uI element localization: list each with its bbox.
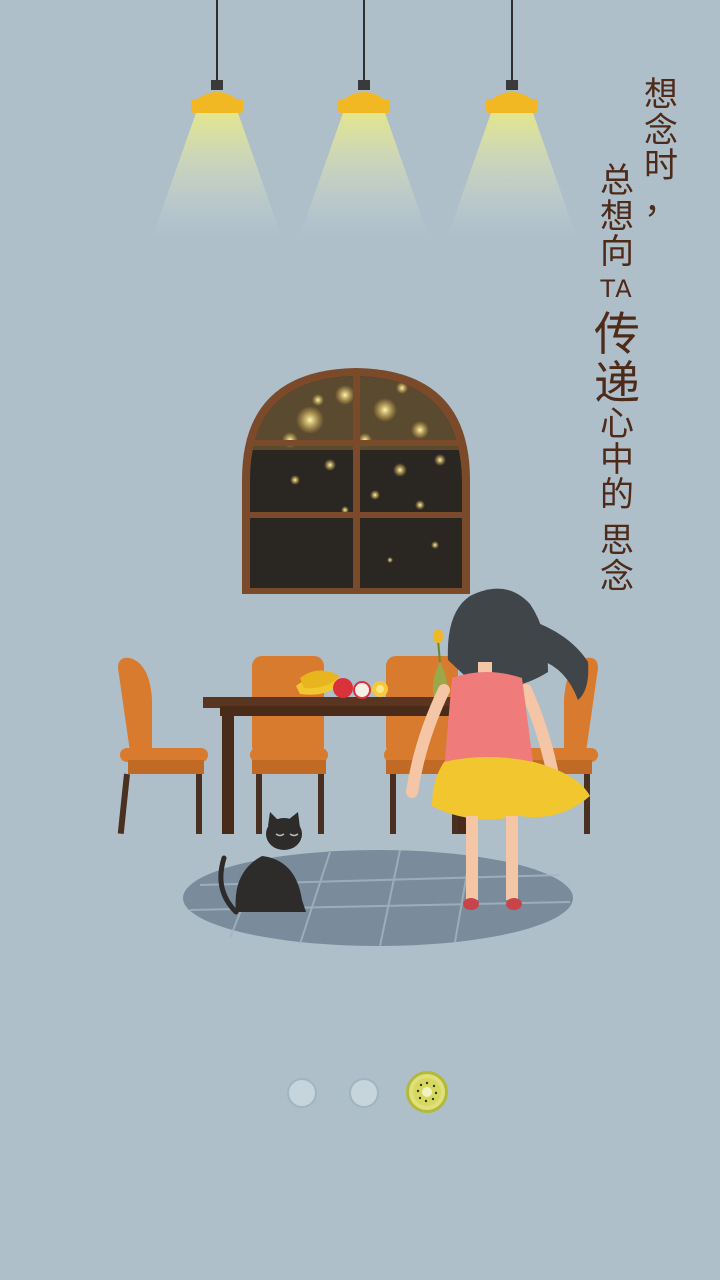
caption-char: 思 (600, 520, 634, 561)
caption-char: ， (644, 182, 678, 223)
arched-window (242, 368, 470, 594)
caption-char: 时 (644, 146, 678, 187)
caption-char: 念 (600, 556, 634, 597)
caption-char: 的 (600, 475, 634, 516)
kiwi-slice-icon (413, 1078, 441, 1106)
caption-char: 想 (644, 75, 678, 115)
fruit-plate (296, 670, 388, 699)
black-cat (218, 812, 306, 915)
caption-char: 向 (600, 232, 634, 273)
ceiling-lamp-1 (152, 0, 282, 238)
caption-char: 心 (600, 403, 634, 444)
ceiling-lamp-3 (447, 0, 577, 238)
caption-char: 传 (594, 307, 640, 362)
caption-line-2: 总 想 向 TA 传 递 心 中 的 思 念 (594, 161, 640, 597)
caption-word-ta: TA (600, 275, 634, 304)
page-dot-2[interactable] (349, 1078, 379, 1108)
caption-char: 递 (594, 355, 640, 410)
page-dot-1[interactable] (287, 1078, 317, 1108)
caption-line-1: 想 念 时 ， (644, 75, 678, 223)
ceiling-lamp-2 (299, 0, 429, 238)
page-dot-3-active[interactable] (406, 1071, 448, 1113)
chair-left (117, 657, 208, 834)
caption-char: 总 (600, 161, 634, 201)
caption-char: 念 (644, 110, 678, 151)
girl-figure (406, 588, 590, 910)
caption-char: 想 (600, 196, 634, 237)
caption-char: 中 (600, 439, 634, 480)
page-indicator (0, 1070, 720, 1114)
